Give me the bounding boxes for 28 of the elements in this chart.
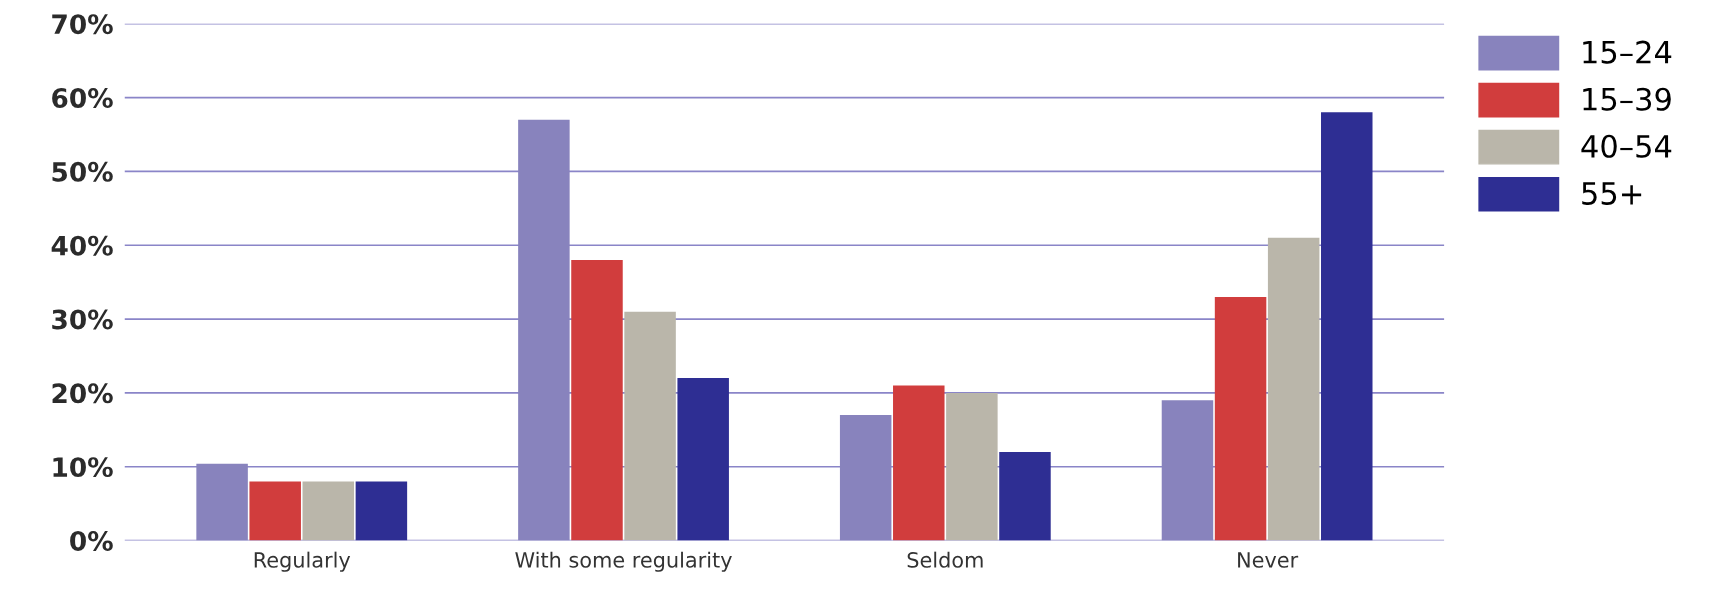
y-tick-label: 10%	[53, 457, 113, 478]
y-tick-label: 40%	[51, 235, 113, 256]
y-tick-label: 70%	[52, 14, 113, 35]
legend-label: 15–24	[1583, 40, 1672, 64]
y-tick-label: 50%	[52, 161, 113, 182]
bar	[946, 392, 998, 541]
bar	[1214, 296, 1267, 541]
y-tick-label: 30%	[52, 309, 113, 330]
bar	[893, 385, 945, 541]
legend-label: 40–54	[1581, 134, 1672, 158]
y-tick-label: 0%	[70, 530, 113, 551]
y-tick-label: 60%	[52, 88, 113, 108]
legend-label: 15–39	[1583, 87, 1671, 111]
bar	[624, 311, 676, 541]
bar	[355, 481, 408, 541]
bar	[1267, 237, 1320, 541]
x-tick-label: With some regularity	[515, 551, 732, 572]
bar	[677, 378, 729, 541]
bar	[999, 451, 1051, 541]
bar	[249, 481, 301, 541]
x-tick-label: Regularly	[254, 551, 351, 572]
legend-label: 55+	[1582, 182, 1642, 205]
y-tick-label: 20%	[52, 383, 113, 404]
bar	[571, 260, 623, 541]
bar	[302, 481, 355, 541]
x-tick-label: Never	[1238, 552, 1299, 568]
x-tick-label: Seldom	[907, 551, 983, 568]
bar	[1321, 112, 1373, 541]
